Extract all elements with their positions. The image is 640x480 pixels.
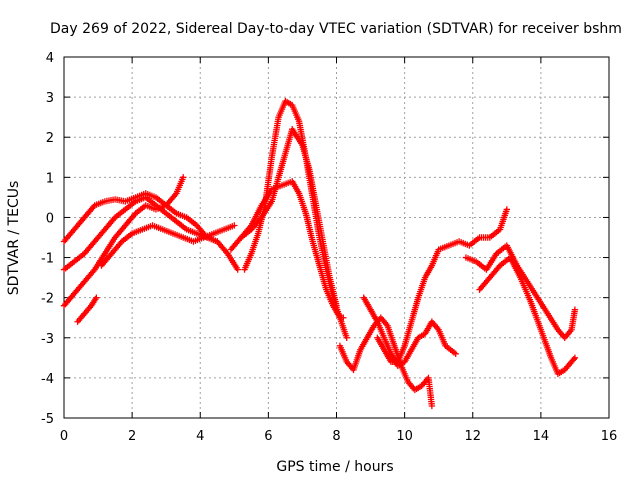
x-tick-label: 14 xyxy=(533,429,550,444)
series-track-l xyxy=(462,242,579,341)
series-track-k xyxy=(374,206,511,366)
x-tick-label: 16 xyxy=(601,429,618,444)
data-point xyxy=(571,306,579,313)
data-point xyxy=(231,222,238,229)
data-point xyxy=(571,354,579,362)
data-point xyxy=(180,174,187,181)
y-tick-label: -5 xyxy=(41,412,54,427)
y-tick-label: 3 xyxy=(46,91,54,106)
data-marks xyxy=(60,97,579,410)
grid xyxy=(64,57,609,418)
x-tick-label: 4 xyxy=(196,429,204,444)
y-axis-title: SDTVAR / TECUs xyxy=(6,181,22,296)
data-point xyxy=(340,314,347,321)
data-point xyxy=(234,266,241,273)
y-tick-label: 1 xyxy=(46,171,54,186)
data-point xyxy=(503,206,511,213)
y-tick-label: -1 xyxy=(41,252,54,267)
series-track-c xyxy=(60,174,187,309)
series-track-h xyxy=(227,178,347,321)
y-tick-label: 0 xyxy=(46,211,54,226)
y-tick-label: -3 xyxy=(41,332,54,347)
chart-title: Day 269 of 2022, Sidereal Day-to-day VTE… xyxy=(50,21,622,37)
data-point xyxy=(93,294,100,301)
x-tick-label: 8 xyxy=(332,429,340,444)
series-track-m xyxy=(476,254,579,378)
x-tick-label: 0 xyxy=(60,429,68,444)
y-tick-label: 2 xyxy=(46,131,54,146)
series-track-i xyxy=(336,314,436,410)
series-track-b xyxy=(60,194,221,273)
x-tick-label: 6 xyxy=(264,429,272,444)
series-track-e xyxy=(98,222,238,269)
data-point xyxy=(570,355,578,363)
x-axis-title: GPS time / hours xyxy=(276,459,393,475)
data-point xyxy=(343,334,350,341)
y-tick-label: -4 xyxy=(41,372,54,387)
data-point xyxy=(214,238,221,245)
data-point xyxy=(452,350,459,358)
y-tick-label: -2 xyxy=(41,292,54,307)
series-track-d xyxy=(74,294,100,325)
x-tick-label: 10 xyxy=(396,429,413,444)
x-tick-label: 2 xyxy=(128,429,136,444)
y-tick-label: 4 xyxy=(46,51,54,66)
x-tick-label: 12 xyxy=(464,429,481,444)
data-point xyxy=(428,402,436,410)
